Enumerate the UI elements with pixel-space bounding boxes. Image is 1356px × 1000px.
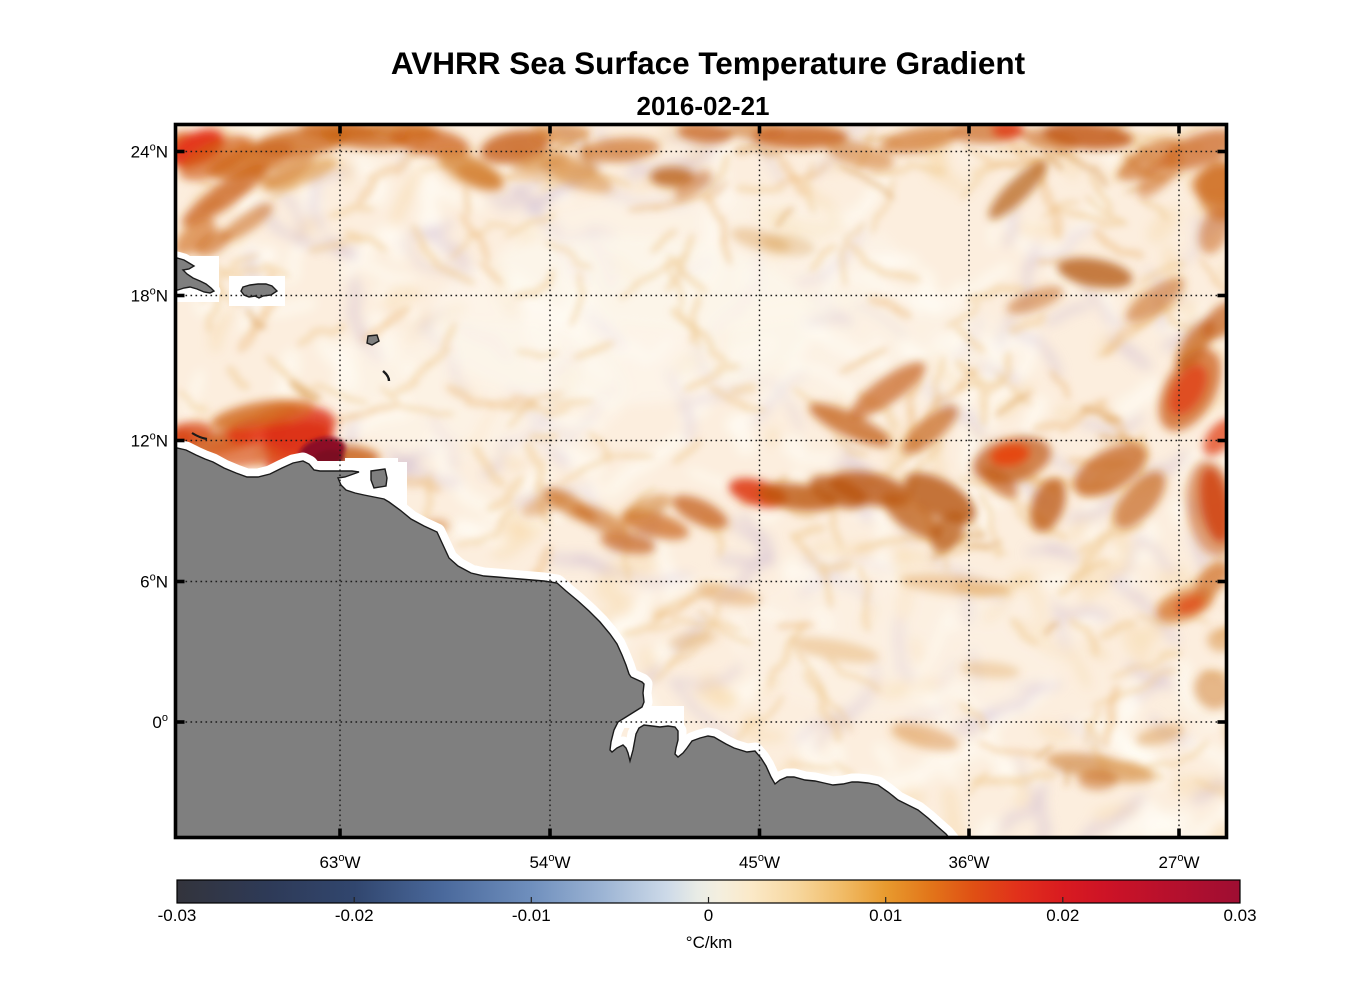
- svg-text:°C/km: °C/km: [686, 933, 732, 952]
- svg-text:-0.02: -0.02: [335, 906, 374, 925]
- svg-text:18oN: 18oN: [131, 286, 168, 306]
- svg-text:-0.01: -0.01: [512, 906, 551, 925]
- svg-text:2016-02-21: 2016-02-21: [637, 91, 770, 121]
- svg-text:0: 0: [704, 906, 713, 925]
- svg-text:24oN: 24oN: [131, 142, 168, 162]
- svg-text:AVHRR Sea Surface Temperature: AVHRR Sea Surface Temperature Gradient: [391, 45, 1026, 81]
- svg-text:27oW: 27oW: [1158, 852, 1199, 872]
- svg-text:6oN: 6oN: [140, 572, 168, 592]
- svg-text:0.03: 0.03: [1223, 906, 1256, 925]
- svg-text:12oN: 12oN: [131, 431, 168, 451]
- svg-text:54oW: 54oW: [529, 852, 570, 872]
- svg-text:36oW: 36oW: [948, 852, 989, 872]
- svg-text:-0.03: -0.03: [158, 906, 197, 925]
- svg-text:45oW: 45oW: [739, 852, 780, 872]
- svg-text:0.02: 0.02: [1046, 906, 1079, 925]
- svg-text:63oW: 63oW: [319, 852, 360, 872]
- svg-text:0.01: 0.01: [869, 906, 902, 925]
